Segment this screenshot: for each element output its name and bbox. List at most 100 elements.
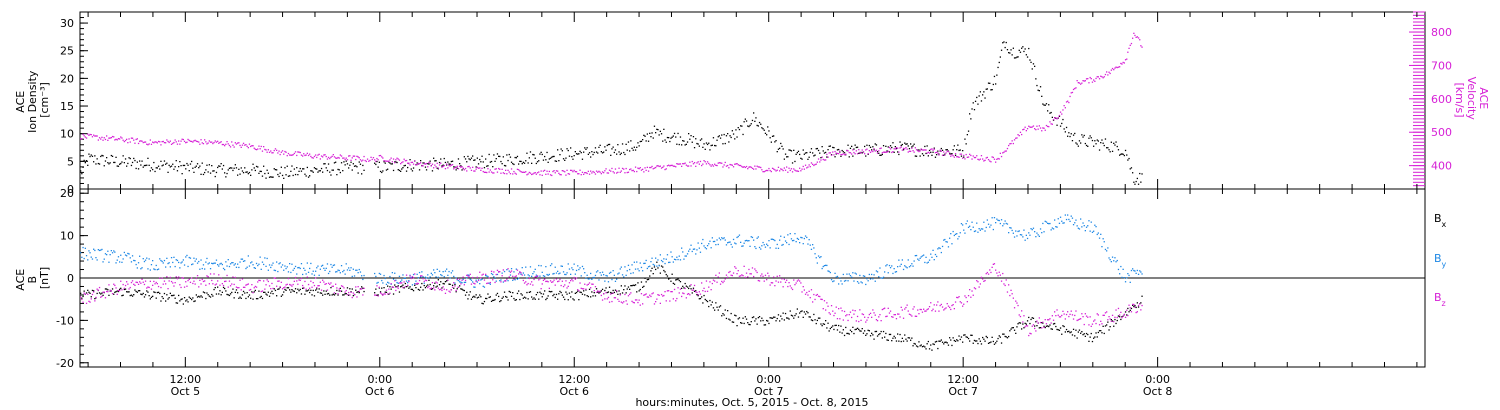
bx-point <box>470 298 473 300</box>
bx-point <box>958 335 960 337</box>
bx-point <box>590 296 592 298</box>
bx-point <box>708 305 710 308</box>
bx-point <box>160 300 162 302</box>
bx-point <box>336 289 338 292</box>
bx-point <box>272 293 274 295</box>
velocity-point <box>351 157 353 159</box>
by-point <box>1044 220 1046 222</box>
bx-point <box>616 291 618 293</box>
bz-point <box>276 285 278 287</box>
bz-point <box>879 314 881 316</box>
bx-point <box>514 299 516 301</box>
bx-point <box>521 294 523 296</box>
bz-point <box>346 294 349 296</box>
by-point <box>927 261 929 263</box>
bz-point <box>594 286 597 288</box>
bz-point <box>285 284 287 286</box>
density-point <box>305 175 307 177</box>
density-point <box>533 154 535 156</box>
bx-point <box>94 298 96 300</box>
bx-point <box>402 284 404 286</box>
density-point <box>1031 68 1033 70</box>
bz-point <box>595 291 598 293</box>
bz-point <box>652 292 654 294</box>
bz-point <box>481 274 483 276</box>
by-point <box>603 274 605 276</box>
velocity-point <box>583 173 585 175</box>
velocity-point <box>833 154 835 156</box>
density-point <box>479 158 481 161</box>
bz-point <box>315 277 317 279</box>
density-point <box>698 145 700 147</box>
velocity-point <box>637 167 639 169</box>
density-point <box>834 156 836 158</box>
density-point <box>839 151 841 153</box>
bx-point <box>421 282 423 285</box>
bx-point <box>1065 328 1068 331</box>
bx-point <box>695 290 697 292</box>
velocity-point <box>307 154 310 157</box>
by-point <box>1080 218 1082 220</box>
density-point <box>509 156 512 158</box>
velocity-point <box>320 155 323 157</box>
by-point <box>979 229 981 231</box>
density-point <box>1121 153 1123 155</box>
bx-point <box>791 315 794 317</box>
bx-point <box>183 297 186 299</box>
bx-point <box>931 349 933 351</box>
velocity-axis-title-line1: ACE <box>1477 87 1490 109</box>
bz-point <box>983 280 985 282</box>
by-point <box>307 271 310 273</box>
bz-point <box>823 300 826 302</box>
density-point <box>161 165 163 167</box>
field-legend: Bx By Bz <box>1434 212 1447 308</box>
by-point <box>969 225 971 227</box>
by-point <box>1116 259 1118 262</box>
bz-point <box>231 283 233 285</box>
density-point <box>516 155 519 158</box>
bx-point <box>217 286 219 288</box>
bx-point <box>218 293 220 295</box>
velocity-point <box>586 172 588 175</box>
bx-point <box>1017 323 1019 325</box>
top-panel-frame <box>79 11 1426 190</box>
density-point <box>384 162 386 164</box>
bx-point <box>209 296 212 298</box>
bx-point <box>862 332 865 334</box>
velocity-point <box>763 171 765 173</box>
velocity-point <box>889 148 892 150</box>
velocity-point <box>342 157 344 159</box>
density-point <box>932 151 934 153</box>
bx-point <box>304 293 306 295</box>
bx-point <box>238 297 240 299</box>
bz-point <box>701 282 703 284</box>
bx-point <box>195 294 197 296</box>
bx-point <box>553 293 555 296</box>
density-point <box>683 140 685 142</box>
bz-point <box>872 309 874 311</box>
by-point <box>906 267 908 269</box>
density-point <box>938 153 940 155</box>
by-point <box>479 283 481 285</box>
by-point <box>599 272 601 274</box>
by-point <box>803 237 805 240</box>
bz-point <box>122 283 124 286</box>
bx-point <box>520 293 522 295</box>
bz-point <box>555 278 558 280</box>
bz-point <box>1106 311 1108 313</box>
by-point <box>943 239 945 241</box>
bz-point <box>325 283 327 285</box>
density-point <box>620 152 622 154</box>
velocity-point <box>185 142 187 144</box>
bz-point <box>836 318 839 320</box>
bz-point <box>699 293 702 295</box>
bz-point <box>821 298 823 301</box>
bx-point <box>647 278 650 281</box>
bx-point <box>410 288 412 290</box>
field-axis-title-line1: ACE <box>14 269 27 291</box>
velocity-point <box>718 162 720 164</box>
bz-point <box>433 287 435 289</box>
bx-point <box>703 294 705 297</box>
velocity-point <box>298 151 300 153</box>
bz-point <box>535 276 537 278</box>
